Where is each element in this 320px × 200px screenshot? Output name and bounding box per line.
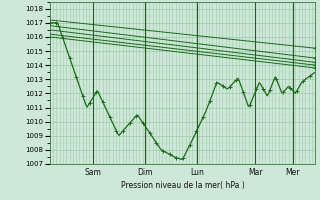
Text: Lun: Lun: [190, 168, 204, 177]
Text: Mar: Mar: [248, 168, 263, 177]
Text: Sam: Sam: [85, 168, 102, 177]
Text: Dim: Dim: [138, 168, 153, 177]
Text: Mer: Mer: [285, 168, 300, 177]
Text: Pression niveau de la mer( hPa ): Pression niveau de la mer( hPa ): [121, 181, 244, 190]
